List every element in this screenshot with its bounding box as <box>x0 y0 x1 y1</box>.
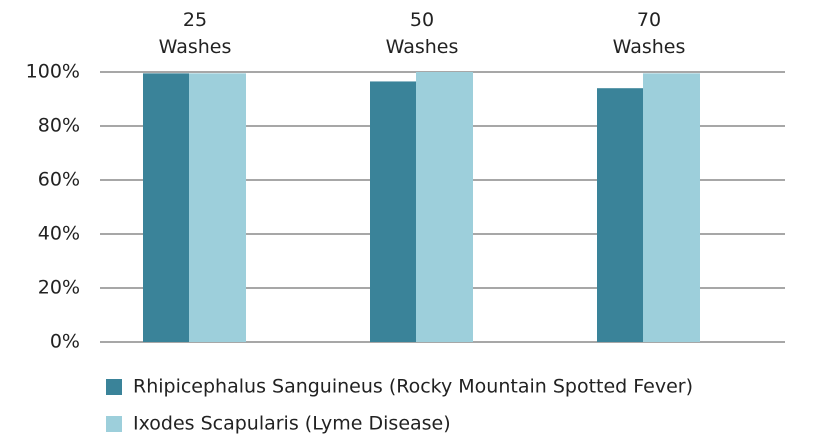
y-tick-label: 80% <box>38 115 80 137</box>
legend-label: Rhipicephalus Sanguineus (Rocky Mountain… <box>133 376 693 398</box>
y-tick-label: 60% <box>38 169 80 191</box>
y-tick-label: 100% <box>26 61 80 83</box>
x-tick-label: 50 Washes <box>386 9 459 58</box>
x-tick-label: 70 Washes <box>613 9 686 58</box>
x-tick-label: 25 Washes <box>159 9 232 58</box>
bar <box>143 73 189 342</box>
y-tick-label: 40% <box>38 223 80 245</box>
bar <box>416 72 473 342</box>
bar <box>643 73 700 342</box>
legend-label: Ixodes Scapularis (Lyme Disease) <box>133 413 451 435</box>
bar <box>370 81 416 342</box>
y-tick-label: 0% <box>50 331 80 353</box>
legend-swatch <box>106 379 122 395</box>
bar <box>189 73 246 342</box>
bar <box>597 88 643 342</box>
legend-swatch <box>106 416 122 432</box>
y-tick-label: 20% <box>38 277 80 299</box>
